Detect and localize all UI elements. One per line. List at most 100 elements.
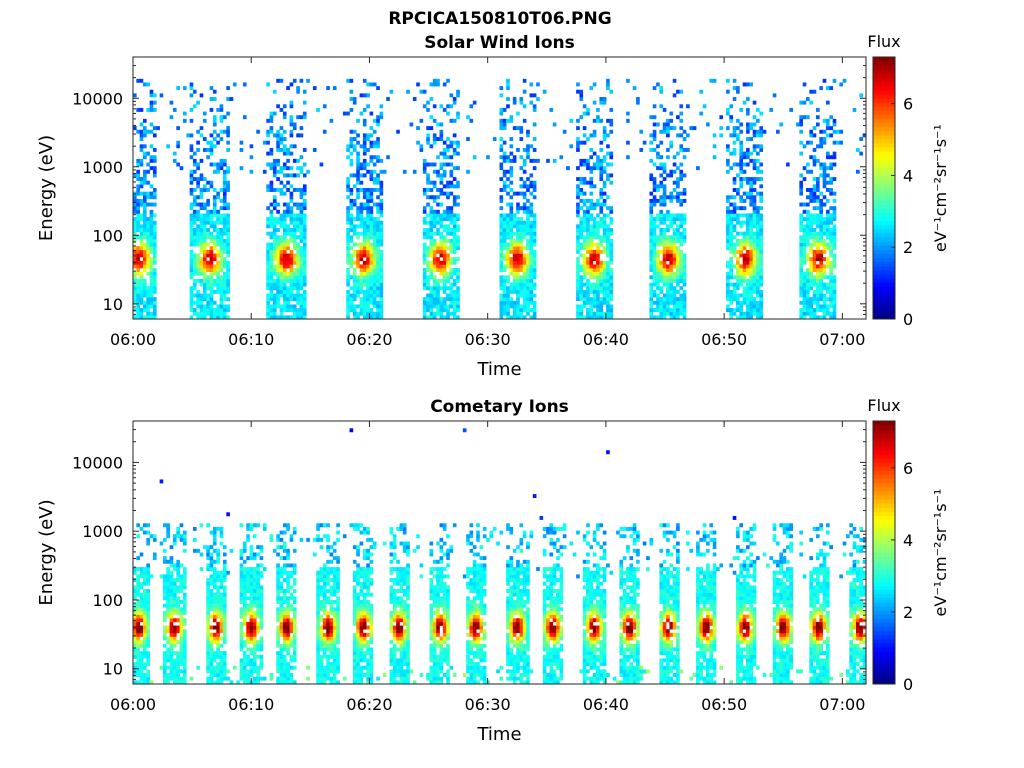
spectrogram-cell xyxy=(346,184,350,189)
spectrogram-cell xyxy=(499,297,504,302)
spectrogram-cell xyxy=(509,213,514,218)
spectrogram-cell xyxy=(806,311,810,316)
spectrogram-cell xyxy=(446,195,450,200)
spectrogram-cell xyxy=(502,304,507,309)
spectrogram-cell xyxy=(432,231,437,236)
spectrogram-cell xyxy=(812,228,817,232)
spectrogram-cell xyxy=(133,636,137,641)
spectrogram-cell xyxy=(209,220,214,225)
spectrogram-cell xyxy=(146,589,150,593)
spectrogram-cell xyxy=(502,278,507,283)
spectrogram-cell xyxy=(742,155,747,160)
spectrogram-cell xyxy=(166,526,170,531)
spectrogram-cell xyxy=(429,297,434,302)
spectrogram-cell xyxy=(222,552,227,557)
spectrogram-cell xyxy=(662,260,667,265)
spectrogram-cell xyxy=(592,257,597,262)
spectrogram-cell xyxy=(239,574,244,579)
spectrogram-cell xyxy=(589,264,594,269)
spectrogram-cell xyxy=(166,530,170,535)
spectrogram-cell xyxy=(579,191,584,196)
spectrogram-cell xyxy=(209,599,214,604)
spectrogram-cell xyxy=(139,311,144,316)
spectrogram-cell xyxy=(759,184,764,189)
spectrogram-cell xyxy=(416,82,420,87)
spectrogram-cell xyxy=(576,297,580,302)
spectrogram-cell xyxy=(799,115,803,120)
spectrogram-cell xyxy=(206,676,210,681)
spectrogram-cell xyxy=(206,275,210,280)
spectrogram-cell xyxy=(452,195,457,200)
spectrogram-cell xyxy=(806,235,810,240)
spectrogram-cell xyxy=(826,155,830,160)
spectrogram-cell xyxy=(579,264,584,269)
spectrogram-cell xyxy=(759,253,764,258)
spectrogram-cell xyxy=(659,202,664,207)
spectrogram-cell xyxy=(296,264,300,269)
spectrogram-cell xyxy=(379,311,384,316)
spectrogram-cell xyxy=(582,289,587,294)
spectrogram-cell xyxy=(449,231,454,236)
spectrogram-cell xyxy=(806,282,810,287)
spectrogram-cell xyxy=(216,526,220,531)
spectrogram-cell xyxy=(749,184,754,189)
spectrogram-cell xyxy=(216,673,220,677)
spectrogram-cell xyxy=(222,195,227,200)
spectrogram-cell xyxy=(669,191,674,196)
spectrogram-cell xyxy=(346,220,350,225)
spectrogram-cell xyxy=(143,651,147,656)
spectrogram-cell xyxy=(802,144,807,149)
spectrogram-cell xyxy=(502,275,507,280)
spectrogram-cell xyxy=(649,238,654,243)
spectrogram-cell xyxy=(596,257,600,262)
spectrogram-cell xyxy=(146,228,150,232)
spectrogram-cell xyxy=(579,268,584,272)
spectrogram-cell xyxy=(666,268,670,272)
spectrogram-cell xyxy=(426,162,430,167)
spectrogram-cell xyxy=(756,257,760,262)
spectrogram-cell xyxy=(499,315,504,320)
spectrogram-cell xyxy=(272,166,277,171)
spectrogram-cell xyxy=(526,268,530,272)
spectrogram-cell xyxy=(152,231,157,236)
spectrogram-cell xyxy=(649,242,654,247)
spectrogram-cell xyxy=(346,144,350,149)
spectrogram-cell xyxy=(609,246,614,251)
spectrogram-cell xyxy=(452,293,457,298)
spectrogram-cell xyxy=(736,249,740,254)
spectrogram-cell xyxy=(216,213,220,218)
spectrogram-cell xyxy=(143,629,147,634)
spectrogram-cell xyxy=(212,278,217,283)
spectrogram-cell xyxy=(842,78,847,83)
spectrogram-cell xyxy=(606,253,610,258)
spectrogram-cell xyxy=(136,213,140,218)
spectrogram-cell xyxy=(239,647,244,652)
spectrogram-cell xyxy=(599,286,604,291)
spectrogram-cell xyxy=(606,133,610,138)
spectrogram-cell xyxy=(146,563,150,568)
spectrogram-cell xyxy=(372,249,377,254)
spectrogram-cell xyxy=(506,253,510,258)
spectrogram-cell xyxy=(582,162,587,167)
spectrogram-cell xyxy=(146,523,150,528)
spectrogram-cell xyxy=(759,220,764,225)
spectrogram-cell xyxy=(206,589,210,593)
spectrogram-cell xyxy=(359,111,364,116)
spectrogram-cell xyxy=(649,220,654,225)
spectrogram-cell xyxy=(742,253,747,258)
plot-frame xyxy=(132,56,867,320)
spectrogram-cell xyxy=(302,260,307,265)
spectrogram-cell xyxy=(439,224,444,229)
spectrogram-cell xyxy=(139,552,144,557)
spectrogram-cell xyxy=(752,213,757,218)
spectrogram-cell xyxy=(832,206,837,211)
spectrogram-cell xyxy=(219,618,224,623)
spectrogram-cell xyxy=(209,238,214,243)
spectrogram-cell xyxy=(739,180,744,185)
spectrogram-cell xyxy=(222,289,227,294)
spectrogram-cell xyxy=(222,651,227,656)
spectrogram-cell xyxy=(292,315,297,320)
spectrogram-cell xyxy=(759,231,764,236)
spectrogram-cell xyxy=(816,217,820,222)
spectrogram-cell xyxy=(272,238,277,243)
